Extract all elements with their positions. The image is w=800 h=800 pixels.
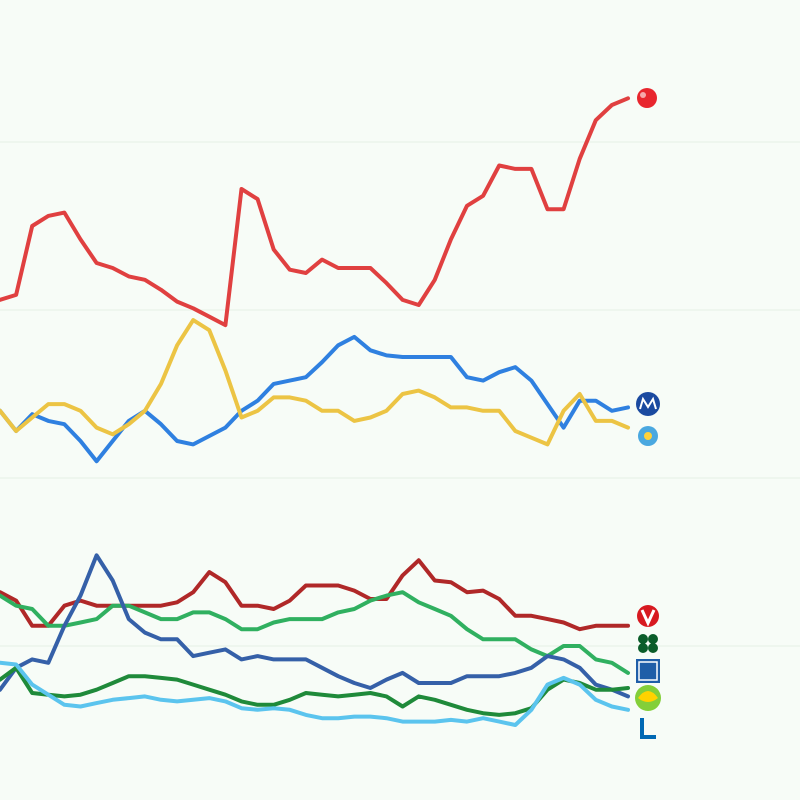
icon-c-leaf bbox=[638, 643, 648, 653]
grid bbox=[0, 141, 800, 647]
series-line bbox=[0, 660, 630, 727]
series-line bbox=[0, 665, 630, 717]
icon-s bbox=[637, 88, 657, 108]
icon-m bbox=[636, 392, 660, 416]
icon-sd bbox=[638, 426, 658, 446]
icon-c-leaf bbox=[648, 643, 658, 653]
party-icons bbox=[635, 88, 661, 739]
series-line bbox=[0, 318, 630, 447]
icon-kd-box bbox=[636, 659, 660, 683]
series-line bbox=[0, 96, 630, 328]
series-line bbox=[0, 590, 630, 675]
icon-s-detail bbox=[640, 92, 646, 98]
icon-c bbox=[638, 634, 658, 653]
series-line bbox=[0, 334, 630, 464]
icon-c-leaf bbox=[648, 634, 658, 644]
icon-kd bbox=[636, 659, 660, 683]
icon-sd-center bbox=[644, 432, 652, 440]
series-line bbox=[0, 553, 630, 699]
icon-v-letter bbox=[640, 609, 656, 627]
series-line bbox=[0, 558, 630, 632]
icon-s-rose bbox=[637, 88, 657, 108]
icon-l-letter bbox=[640, 718, 656, 739]
lines bbox=[0, 96, 630, 727]
icon-v bbox=[637, 605, 659, 627]
icon-m-circle bbox=[636, 392, 660, 416]
icon-kd-frame bbox=[638, 661, 658, 681]
icon-mp-sun bbox=[638, 691, 658, 702]
icon-m-letter bbox=[639, 396, 657, 410]
icon-c-leaf bbox=[638, 634, 648, 644]
icon-mp bbox=[635, 685, 661, 711]
icon-l bbox=[640, 718, 656, 739]
